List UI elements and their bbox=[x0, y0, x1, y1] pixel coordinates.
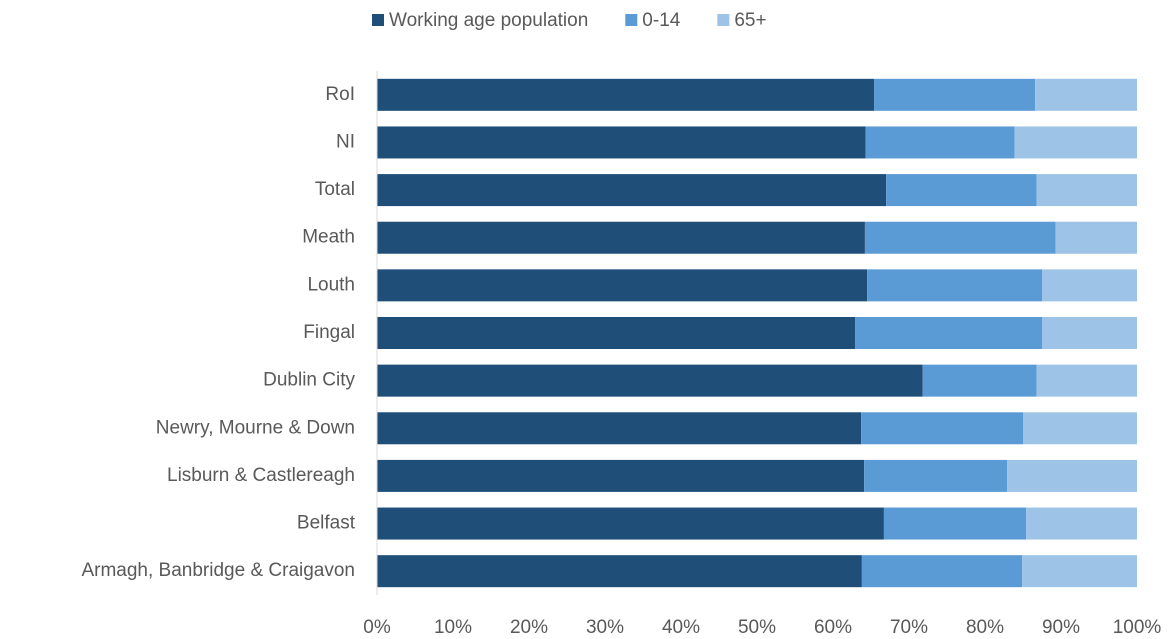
bar-segment bbox=[861, 412, 1023, 445]
y-tick-label: Total bbox=[315, 179, 355, 200]
bar-segment bbox=[861, 555, 1023, 588]
y-tick-label: Belfast bbox=[297, 513, 356, 534]
bar-segment bbox=[1042, 269, 1137, 302]
bar-segment bbox=[1014, 126, 1137, 159]
bar-segment bbox=[1036, 174, 1137, 207]
bar-segment bbox=[377, 555, 862, 588]
y-tick-label: RoI bbox=[325, 84, 355, 105]
bar-segment bbox=[377, 126, 866, 159]
y-tick-label: Dublin City bbox=[263, 370, 355, 391]
bar-segment bbox=[865, 126, 1015, 159]
x-tick-label: 50% bbox=[738, 617, 776, 638]
x-tick-label: 20% bbox=[510, 617, 548, 638]
bar-segment bbox=[377, 364, 923, 397]
y-tick-label: NI bbox=[336, 131, 355, 152]
x-tick-label: 10% bbox=[434, 617, 472, 638]
bar-segment bbox=[377, 174, 887, 207]
bar-segment bbox=[864, 459, 1008, 492]
bar-segment bbox=[886, 174, 1037, 207]
bar-segment bbox=[1023, 412, 1137, 445]
bar-segment bbox=[377, 317, 856, 349]
bar-segment bbox=[874, 78, 1036, 111]
bar-segment bbox=[867, 269, 1042, 302]
bar-segment bbox=[377, 459, 865, 492]
legend-label: 65+ bbox=[734, 10, 766, 31]
bar-segment bbox=[1035, 78, 1137, 111]
bar-segment bbox=[377, 507, 884, 540]
legend-swatch bbox=[372, 14, 384, 26]
x-tick-label: 30% bbox=[586, 617, 624, 638]
bar-segment bbox=[377, 78, 875, 111]
x-tick-label: 40% bbox=[662, 617, 700, 638]
bar-segment bbox=[855, 317, 1042, 349]
x-tick-label: 0% bbox=[363, 617, 391, 638]
bar-segment bbox=[1022, 555, 1137, 588]
y-tick-label: Lisburn & Castlereagh bbox=[167, 465, 355, 486]
legend-swatch bbox=[625, 14, 638, 26]
bar-segment bbox=[922, 364, 1037, 397]
bar-segment bbox=[1055, 221, 1137, 254]
bar-segment bbox=[1042, 317, 1137, 349]
legend-label: Working age population bbox=[389, 10, 588, 31]
x-tick-label: 100% bbox=[1113, 617, 1162, 638]
legend-swatch bbox=[717, 14, 730, 26]
y-tick-label: Armagh, Banbridge & Craigavon bbox=[81, 560, 355, 581]
y-tick-label: Fingal bbox=[303, 322, 355, 343]
bar-segment bbox=[1007, 459, 1137, 492]
bar-segment bbox=[377, 221, 865, 254]
x-tick-label: 80% bbox=[966, 617, 1004, 638]
x-tick-label: 70% bbox=[890, 617, 928, 638]
y-tick-label: Newry, Mourne & Down bbox=[156, 417, 355, 438]
x-tick-label: 90% bbox=[1042, 617, 1080, 638]
x-tick-label: 60% bbox=[814, 617, 852, 638]
bar-segment bbox=[377, 412, 862, 445]
legend-label: 0-14 bbox=[642, 10, 680, 31]
bar-segment bbox=[864, 221, 1056, 254]
bar-segment bbox=[377, 269, 868, 302]
y-tick-label: Louth bbox=[307, 274, 355, 295]
bar-segment bbox=[1036, 364, 1137, 397]
bar-segment bbox=[883, 507, 1027, 540]
bar-segment bbox=[1026, 507, 1137, 540]
y-tick-label: Meath bbox=[302, 227, 355, 248]
